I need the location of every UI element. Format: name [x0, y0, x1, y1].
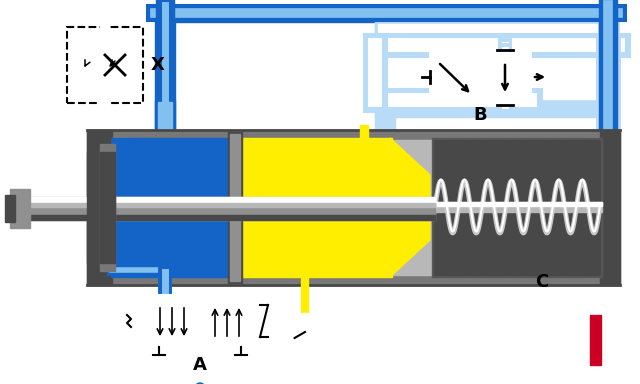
Bar [112, 138, 130, 277]
Bar [100, 144, 115, 271]
Bar [375, 5, 618, 22]
Bar [582, 138, 600, 277]
Circle shape [195, 383, 205, 384]
Bar [432, 138, 602, 277]
Text: B: B [473, 106, 487, 124]
Bar [15, 203, 435, 215]
Bar [145, 295, 200, 347]
Bar [200, 295, 255, 347]
Circle shape [287, 314, 323, 350]
Bar [155, 5, 175, 145]
Text: X: X [151, 56, 165, 74]
Bar [155, 100, 175, 275]
Bar [360, 125, 368, 141]
Bar [158, 102, 172, 272]
Bar [601, 7, 615, 177]
Bar [87, 130, 112, 285]
Bar [15, 197, 435, 220]
Bar [375, 22, 600, 102]
Bar [102, 140, 605, 275]
Bar [600, 130, 620, 285]
Bar [375, 22, 395, 157]
Bar [430, 202, 602, 212]
Bar [378, 24, 597, 99]
Bar [230, 134, 240, 281]
Bar [155, 5, 615, 22]
Bar [5, 195, 15, 222]
Bar [430, 50, 480, 105]
Bar [242, 138, 392, 277]
Bar [87, 130, 620, 285]
Bar [112, 138, 230, 277]
Bar [100, 152, 115, 263]
Bar [15, 215, 435, 220]
Circle shape [101, 99, 109, 107]
Polygon shape [390, 138, 430, 277]
Bar [15, 203, 435, 207]
Bar [434, 140, 600, 275]
Text: A: A [193, 356, 207, 374]
Bar [430, 202, 602, 206]
Text: C: C [535, 273, 548, 291]
Bar [158, 7, 172, 142]
Bar [15, 197, 435, 203]
Bar [67, 27, 143, 103]
Circle shape [101, 23, 109, 31]
Bar [598, 5, 618, 180]
Bar [375, 100, 618, 117]
Circle shape [187, 375, 213, 384]
Bar [590, 315, 601, 365]
Bar [10, 189, 30, 228]
Bar [480, 50, 530, 105]
Bar [598, 5, 618, 180]
Bar [228, 132, 242, 283]
Bar [158, 7, 612, 20]
Circle shape [78, 56, 96, 74]
Bar [87, 152, 112, 263]
